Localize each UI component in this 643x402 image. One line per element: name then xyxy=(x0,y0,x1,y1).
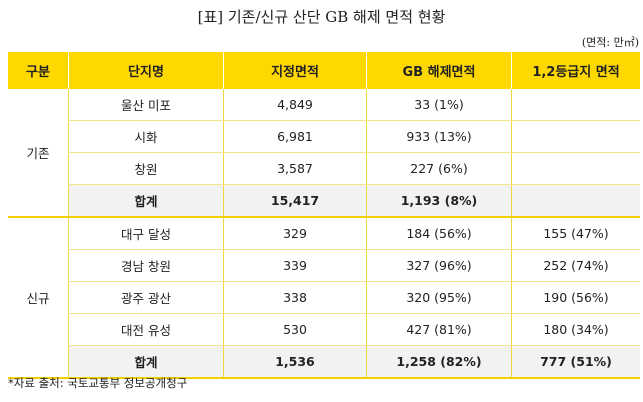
header-row: 구분 단지명 지정면적 GB 해제면적 1,2등급지 면적 xyxy=(8,52,640,89)
table-cell xyxy=(511,89,640,121)
table-cell: 6,981 xyxy=(223,120,367,153)
total-cell: 777 (51%) xyxy=(511,345,640,379)
table-row: 광주 광산 338 320 (95%) 190 (56%) xyxy=(8,281,640,314)
table-cell xyxy=(511,152,640,185)
header-grade-area: 1,2등급지 면적 xyxy=(511,52,640,89)
header-designated-area: 지정면적 xyxy=(223,52,367,89)
table-row: 기존 울산 미포 4,849 33 (1%) xyxy=(8,89,640,218)
group-label: 신규 xyxy=(8,217,69,379)
table-cell: 창원 xyxy=(68,152,224,185)
total-cell: 15,417 xyxy=(223,184,367,218)
table-cell: 530 xyxy=(223,313,367,346)
table-cell: 933 (13%) xyxy=(366,120,512,153)
table-cell: 3,587 xyxy=(223,152,367,185)
table-cell: 대구 달성 xyxy=(68,217,224,250)
total-cell: 1,193 (8%) xyxy=(366,184,512,218)
table-cell: 4,849 xyxy=(223,89,367,121)
total-cell: 1,536 xyxy=(223,345,367,379)
table-cell: 33 (1%) xyxy=(366,89,512,121)
table-cell: 대전 유성 xyxy=(68,313,224,346)
total-row: 합계 15,417 1,193 (8%) xyxy=(8,184,640,218)
header-category: 구분 xyxy=(8,52,69,89)
table-title: [표] 기존/신규 산단 GB 해제 면적 현황 xyxy=(197,8,446,26)
table-cell: 327 (96%) xyxy=(366,249,512,282)
total-cell: 합계 xyxy=(68,184,224,218)
table-cell: 184 (56%) xyxy=(366,217,512,250)
table-row: 경남 창원 339 327 (96%) 252 (74%) xyxy=(8,249,640,282)
table-row: 시화 6,981 933 (13%) xyxy=(8,120,640,153)
footnote: *자료 출처: 국토교통부 정보공개청구 xyxy=(8,376,188,390)
table-cell xyxy=(511,120,640,153)
table-cell: 울산 미포 xyxy=(68,89,224,121)
table-cell: 경남 창원 xyxy=(68,249,224,282)
table-cell: 427 (81%) xyxy=(366,313,512,346)
table-row: 신규 대구 달성 329 184 (56%) 155 (47%) xyxy=(8,217,640,379)
total-cell: 1,258 (82%) xyxy=(366,345,512,379)
total-cell xyxy=(511,184,640,218)
table-cell: 227 (6%) xyxy=(366,152,512,185)
total-row: 합계 1,536 1,258 (82%) 777 (51%) xyxy=(8,345,640,379)
table-cell: 180 (34%) xyxy=(511,313,640,346)
table-cell: 190 (56%) xyxy=(511,281,640,314)
table-cell: 339 xyxy=(223,249,367,282)
table-cell: 광주 광산 xyxy=(68,281,224,314)
header-complex: 단지명 xyxy=(68,52,224,89)
total-cell: 합계 xyxy=(68,345,224,379)
table-cell: 338 xyxy=(223,281,367,314)
table-cell: 320 (95%) xyxy=(366,281,512,314)
table-cell: 252 (74%) xyxy=(511,249,640,282)
unit-label: (면적: 만㎡) xyxy=(581,36,639,49)
group-label: 기존 xyxy=(8,89,69,218)
gb-area-table: 구분 단지명 지정면적 GB 해제면적 1,2등급지 면적 기존 울산 미포 4,8… xyxy=(8,52,640,379)
table-row: 대전 유성 530 427 (81%) 180 (34%) xyxy=(8,313,640,346)
table-cell: 329 xyxy=(223,217,367,250)
table-cell: 시화 xyxy=(68,120,224,153)
header-gb-released-area: GB 해제면적 xyxy=(366,52,512,89)
table-cell: 155 (47%) xyxy=(511,217,640,250)
table-row: 창원 3,587 227 (6%) xyxy=(8,152,640,185)
